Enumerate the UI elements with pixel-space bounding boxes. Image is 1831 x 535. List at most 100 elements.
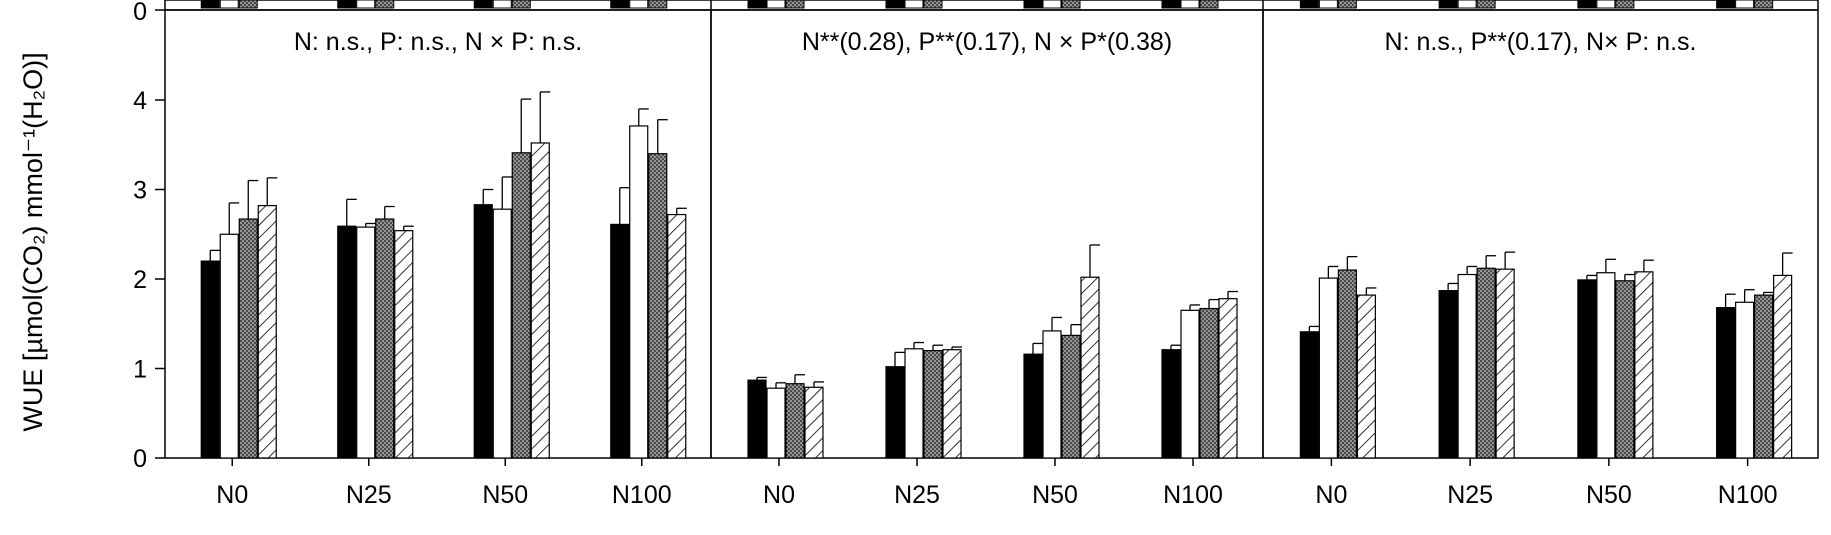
panel-1: N: n.s., P: n.s., N × P: n.s. N0 N25 N50 N10…: [164, 9, 712, 509]
bar: [804, 386, 824, 459]
x-tick-label: N100: [1718, 481, 1778, 509]
bar: [1061, 334, 1081, 459]
y-tick-label: 1: [133, 356, 147, 384]
bar: [1438, 290, 1458, 459]
x-tick-label: N100: [612, 481, 672, 509]
x-tick-label: N50: [1586, 481, 1632, 509]
bar: [923, 350, 943, 459]
x-tick-label: N0: [216, 481, 248, 509]
bar: [1199, 307, 1219, 459]
bar: [904, 348, 924, 459]
y-axis: 0 1 2 3 4 0: [133, 0, 165, 473]
bar: [1356, 294, 1376, 459]
panel-annotation: N: n.s., P**(0.17), N× P: n.s.: [1385, 28, 1697, 56]
y-tick-label: 0: [133, 445, 147, 473]
bar: [257, 205, 277, 459]
bar: [1716, 307, 1736, 459]
bar: [511, 152, 531, 459]
panel-annotation: N**(0.28), P**(0.17), N × P*(0.38): [802, 28, 1172, 56]
upper-panel-bar-stub: [1337, 0, 1357, 9]
bar: [1596, 272, 1616, 459]
x-tick-label: N50: [482, 481, 528, 509]
upper-panel-bar-stub: [1299, 0, 1319, 9]
upper-panel-bar-stub: [1023, 0, 1043, 9]
upper-panel-bar-stub: [337, 0, 357, 9]
y-axis-label: WUE [µmol(CO₂) mmol⁻¹(H₂O)]: [18, 52, 48, 431]
upper-panel-bar-stub: [1457, 0, 1477, 9]
upper-panel-bar-stub: [200, 0, 220, 9]
upper-panel-bar-stub: [747, 0, 767, 9]
x-tick-label: N100: [1163, 481, 1223, 509]
x-tick-label: N0: [763, 481, 795, 509]
bar: [219, 233, 239, 459]
bar: [1773, 274, 1793, 459]
upper-panel-bar-stub: [785, 0, 805, 9]
bar: [885, 366, 905, 459]
bar: [1634, 271, 1654, 459]
x-tick-label: N25: [346, 481, 392, 509]
bar: [648, 153, 668, 459]
x-tick-label: N25: [894, 481, 940, 509]
upper-panel-bar-stub: [1061, 0, 1081, 9]
upper-panel-bar-stub: [885, 0, 905, 9]
bar: [337, 225, 357, 459]
panels: N: n.s., P: n.s., N × P: n.s. N0 N25 N50 N10…: [164, 9, 1819, 509]
bar: [1495, 268, 1515, 459]
bar: [610, 223, 630, 459]
upper-panel-bar-stub: [356, 0, 376, 9]
upper-panel-bar-stub: [1161, 0, 1181, 9]
bar: [492, 208, 512, 459]
upper-panel-bar-stub: [1438, 0, 1458, 9]
bar: [785, 383, 805, 459]
y-tick-label: 3: [133, 177, 147, 205]
upper-panel-bar-stub: [511, 0, 531, 9]
upper-panel-bar-stub: [238, 0, 258, 9]
bar: [394, 230, 414, 459]
bar: [238, 218, 258, 459]
bar: [1577, 279, 1597, 459]
upper-panel-bar-stub: [610, 0, 630, 9]
x-tick-label: N25: [1447, 481, 1493, 509]
bar: [1337, 269, 1357, 459]
bar: [1023, 353, 1043, 459]
bar: [1042, 330, 1062, 459]
bar: [1180, 309, 1200, 459]
bar: [1476, 267, 1496, 459]
upper-panel-bar-stub: [1577, 0, 1597, 9]
bar: [747, 379, 767, 459]
bar: [530, 142, 550, 459]
bar: [942, 349, 962, 459]
upper-panel-bar-stub: [219, 0, 239, 9]
panel-2: N**(0.28), P**(0.17), N × P*(0.38) N0 N25 N…: [710, 9, 1264, 509]
upper-panel-bar-stub: [1476, 0, 1496, 9]
bar: [200, 260, 220, 459]
bar: [1080, 276, 1100, 459]
upper-panel-bar-stub: [923, 0, 943, 9]
bar: [629, 125, 649, 459]
x-tick-label: N50: [1032, 481, 1078, 509]
y-tick-label: 2: [133, 266, 147, 294]
bar: [1161, 349, 1181, 459]
upper-panel-bar-stub: [1716, 0, 1736, 9]
bar: [375, 218, 395, 459]
panel-3: N: n.s., P**(0.17), N× P: n.s. N0 N25 N50 N1…: [1262, 9, 1819, 509]
upper-panel-bar-stub: [1615, 0, 1635, 9]
upper-panel-bar-stub: [1596, 0, 1616, 9]
upper-panel-bar-stub: [1735, 0, 1755, 9]
bar: [1615, 280, 1635, 459]
upper-panel-bar-stub: [1042, 0, 1062, 9]
bar: [667, 213, 687, 459]
bar: [473, 204, 493, 459]
bar: [1457, 273, 1477, 459]
upper-panel-bar-stub: [473, 0, 493, 9]
upper-panel-bar-stub: [766, 0, 786, 9]
upper-panel-tick-label: 0: [133, 0, 147, 26]
bar: [766, 387, 786, 459]
upper-panel-bar-stub: [1754, 0, 1774, 9]
bar: [1318, 277, 1338, 459]
upper-panel-bar-stub: [648, 0, 668, 9]
bar: [1218, 298, 1238, 459]
bar: [1754, 294, 1774, 459]
panel-frame: [1262, 9, 1819, 459]
